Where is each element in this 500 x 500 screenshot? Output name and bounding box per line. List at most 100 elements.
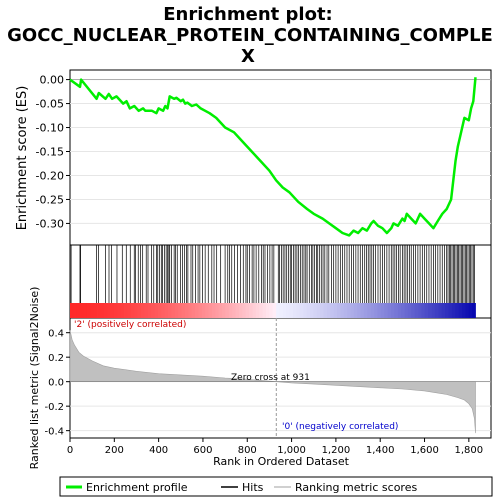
- rank-color-cell: [316, 303, 321, 318]
- rank-color-cell: [218, 303, 223, 318]
- rank-color-cell: [178, 303, 182, 318]
- rank-color-cell: [201, 303, 206, 318]
- legend-label-enrichment-profile: Enrichment profile: [86, 481, 188, 494]
- rank-color-cell: [134, 303, 138, 318]
- rank-color-cell: [140, 303, 145, 318]
- rank-color-cell: [353, 303, 358, 318]
- rank-color-cell: [265, 303, 270, 318]
- rank-color-cell: [357, 303, 361, 318]
- metric-y-ticks: 0.4 0.2 0.0 -0.2 -0.4: [44, 329, 70, 438]
- rank-color-cell: [76, 303, 81, 318]
- rank-color-cell: [323, 303, 328, 318]
- rank-color-cell: [286, 303, 291, 318]
- rank-color-cell: [424, 303, 429, 318]
- rank-color-cell: [461, 303, 466, 318]
- rank-color-cell: [384, 303, 389, 318]
- rank-color-cell: [242, 303, 247, 318]
- rank-color-cell: [191, 303, 196, 318]
- rank-color-cell: [73, 303, 78, 318]
- rank-color-cell: [80, 303, 84, 318]
- rank-color-cell: [228, 303, 233, 318]
- rank-color-cell: [336, 303, 341, 318]
- rank-color-cell: [222, 303, 226, 318]
- rank-color-cell: [340, 303, 345, 318]
- x-tick-label: 1,400: [366, 445, 395, 456]
- rank-color-cell: [418, 303, 422, 318]
- rank-color-cell: [100, 303, 105, 318]
- rank-color-cell: [245, 303, 250, 318]
- rank-color-cell: [103, 303, 108, 318]
- x-tick-label: 1,600: [410, 445, 439, 456]
- rank-color-bar: [70, 303, 476, 318]
- rank-color-cell: [411, 303, 416, 318]
- rank-color-cell: [407, 303, 412, 318]
- es-y-tick-label: -0.15: [36, 146, 64, 159]
- rank-color-cell: [211, 303, 216, 318]
- rank-color-cell: [272, 303, 277, 318]
- rank-color-cell: [401, 303, 405, 318]
- rank-color-cell: [282, 303, 287, 318]
- rank-color-cell: [465, 303, 470, 318]
- zero-cross-label: Zero cross at 931: [231, 373, 310, 383]
- rank-color-cell: [451, 303, 456, 318]
- x-tick-label: 1,000: [277, 445, 306, 456]
- es-gridlines: [70, 79, 491, 224]
- rank-color-cell: [70, 303, 74, 318]
- metric-y-axis-label: Ranked list metric (Signal2Noise): [28, 287, 41, 470]
- rank-color-cell: [130, 303, 135, 318]
- rank-color-cell: [208, 303, 213, 318]
- metric-y-tick-label: -0.4: [44, 427, 64, 438]
- rank-color-cell: [110, 303, 115, 318]
- rank-color-cell: [137, 303, 142, 318]
- rank-color-cell: [161, 303, 166, 318]
- rank-color-cell: [259, 303, 264, 318]
- rank-color-cell: [181, 303, 186, 318]
- rank-color-cell: [249, 303, 253, 318]
- x-tick-label: 400: [149, 445, 168, 456]
- enrichment-profile-line: [69, 77, 477, 237]
- rank-color-cell: [380, 303, 385, 318]
- es-y-tick-label: -0.05: [36, 98, 64, 111]
- metric-area-layer: [69, 318, 491, 438]
- chart-title-line-1: Enrichment plot:: [163, 4, 333, 25]
- chart-title-line-2: GOCC_NUCLEAR_PROTEIN_CONTAINING_COMPLE: [7, 25, 493, 46]
- x-tick-label: 200: [105, 445, 124, 456]
- rank-color-cell: [83, 303, 88, 318]
- rank-color-cell: [303, 303, 307, 318]
- rank-color-cell: [428, 303, 432, 318]
- rank-color-cell: [350, 303, 355, 318]
- rank-color-cell: [252, 303, 257, 318]
- metric-y-tick-label: 0.4: [48, 329, 64, 340]
- rank-color-cell: [151, 303, 155, 318]
- rank-color-cell: [448, 303, 453, 318]
- rank-color-cell: [255, 303, 260, 318]
- es-y-axis-label: Enrichment score (ES): [15, 86, 30, 231]
- rank-color-cell: [343, 303, 348, 318]
- x-tick-label: 0: [67, 445, 73, 456]
- rank-color-cell: [117, 303, 122, 318]
- rank-color-cell: [164, 303, 169, 318]
- rank-color-cell: [120, 303, 125, 318]
- rank-color-cell: [171, 303, 176, 318]
- rank-color-cell: [215, 303, 220, 318]
- rank-color-cell: [276, 303, 280, 318]
- rank-color-cell: [374, 303, 378, 318]
- rank-color-cell: [326, 303, 331, 318]
- rank-color-cell: [167, 303, 172, 318]
- rank-color-cell: [124, 303, 128, 318]
- rank-color-cell: [438, 303, 443, 318]
- es-y-tick-label: -0.20: [36, 169, 64, 182]
- rank-color-cell: [431, 303, 436, 318]
- rank-color-cell: [458, 303, 463, 318]
- x-ticks: 0 200 400 600 800 1,000 1,200 1,400 1,600 1,800: [67, 438, 483, 456]
- rank-color-cell: [147, 303, 152, 318]
- rank-color-cell: [387, 303, 392, 318]
- rank-color-cell: [421, 303, 426, 318]
- rank-color-cell: [441, 303, 446, 318]
- rank-color-cell: [93, 303, 98, 318]
- legend-label-ranking-metric: Ranking metric scores: [295, 481, 417, 494]
- rank-color-cell: [370, 303, 375, 318]
- legend: Enrichment profile Hits Ranking metric s…: [59, 476, 493, 497]
- rank-color-cell: [333, 303, 338, 318]
